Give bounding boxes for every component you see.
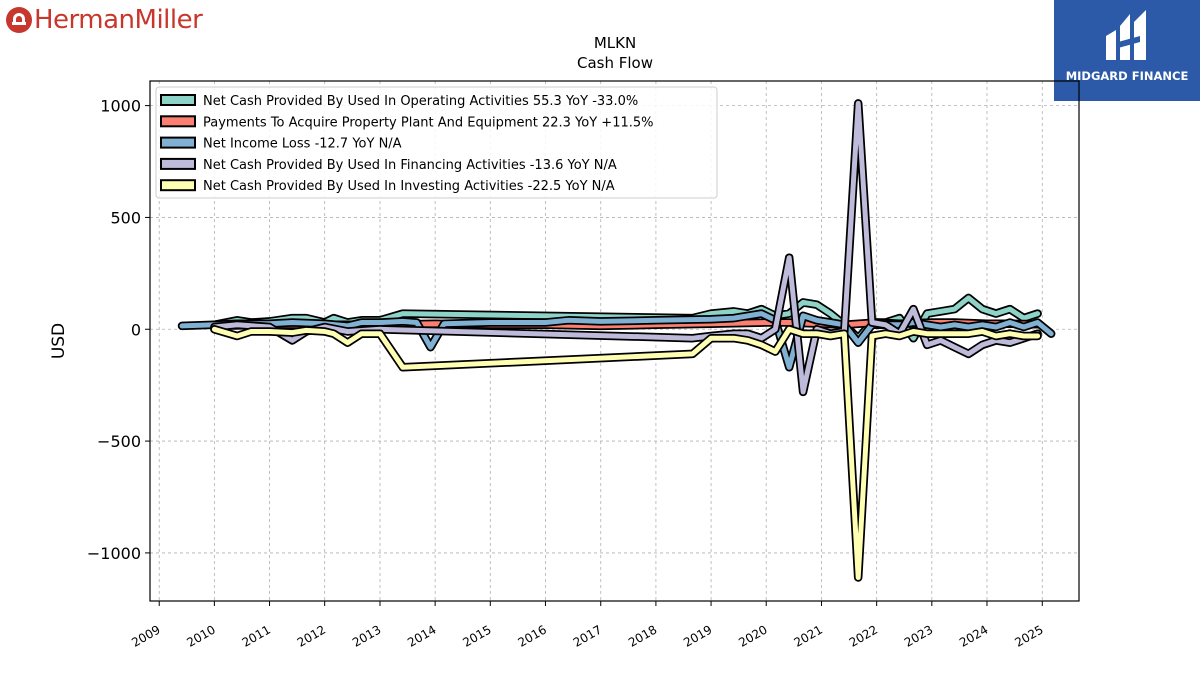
legend-label: Net Cash Provided By Used In Investing A… — [203, 179, 615, 194]
legend-label: Payments To Acquire Property Plant And E… — [203, 115, 654, 130]
hermanmiller-logo-text: HermanMiller — [34, 5, 203, 35]
series-investing-outline — [210, 325, 1042, 582]
legend-swatch — [160, 94, 196, 106]
x-tick-label: 2010 — [184, 622, 217, 649]
series-investing-line — [211, 326, 1041, 580]
x-tick-label: 2011 — [240, 622, 273, 649]
x-tick-label: 2016 — [515, 622, 548, 649]
legend-swatch — [160, 136, 196, 149]
midgard-finance-logo: MIDGARD FINANCE — [1054, 0, 1200, 101]
y-tick-label: 500 — [110, 208, 141, 227]
x-tick-label: 2023 — [902, 622, 935, 649]
x-tick-label: 2015 — [460, 622, 493, 649]
legend-swatch — [160, 179, 196, 192]
legend-box — [155, 86, 718, 199]
hermanmiller-mark-icon — [6, 7, 32, 33]
series-net_income-line — [179, 311, 1054, 370]
x-tick-label: 2013 — [350, 622, 383, 649]
legend-swatch — [160, 115, 196, 128]
y-tick-label: 0 — [131, 320, 141, 339]
midgard-logo-text: MIDGARD FINANCE — [1065, 69, 1189, 83]
legend-item-financing: Net Cash Provided By Used In Financing A… — [160, 157, 617, 173]
x-tick-label: 2022 — [847, 622, 880, 649]
y-tick-label: −500 — [97, 432, 141, 451]
x-tick-label: 2020 — [736, 622, 769, 649]
series-net_income — [177, 309, 1056, 372]
legend: Net Cash Provided By Used In Operating A… — [155, 86, 718, 199]
legend-label: Net Cash Provided By Used In Operating A… — [203, 94, 638, 109]
x-tick-label: 2019 — [681, 622, 714, 649]
legend-item-operating: Net Cash Provided By Used In Operating A… — [160, 94, 638, 109]
x-tick-label: 2018 — [626, 622, 659, 649]
y-tick-label: −1000 — [87, 544, 141, 563]
series-financing-line — [211, 100, 1041, 395]
x-tick-label: 2021 — [792, 622, 825, 649]
chart-title: MLKN — [594, 34, 636, 52]
x-tick-label: 2009 — [129, 622, 162, 649]
legend-item-net_income: Net Income Loss -12.7 YoY N/A — [160, 136, 402, 152]
x-tick-label: 2012 — [295, 622, 328, 649]
legend-swatch — [160, 157, 196, 170]
x-tick-label: 2024 — [957, 622, 990, 649]
chart-subtitle: Cash Flow — [577, 54, 653, 72]
y-tick-label: 1000 — [100, 97, 141, 116]
x-tick-label: 2017 — [571, 622, 604, 649]
series-layer — [177, 99, 1056, 582]
legend-item-capex: Payments To Acquire Property Plant And E… — [160, 115, 654, 130]
legend-label: Net Income Loss -12.7 YoY N/A — [203, 137, 402, 152]
legend-label: Net Cash Provided By Used In Financing A… — [203, 158, 617, 173]
legend-item-investing: Net Cash Provided By Used In Investing A… — [160, 179, 615, 194]
plot-frame — [149, 80, 1080, 602]
series-investing — [210, 325, 1042, 582]
x-tick-label: 2014 — [405, 622, 438, 649]
midgard-mark-icon — [1106, 10, 1146, 60]
series-financing — [210, 99, 1042, 397]
y-axis-label: USD — [49, 323, 69, 359]
hermanmiller-logo: HermanMiller — [6, 4, 203, 36]
x-tick-label: 2025 — [1012, 622, 1045, 649]
